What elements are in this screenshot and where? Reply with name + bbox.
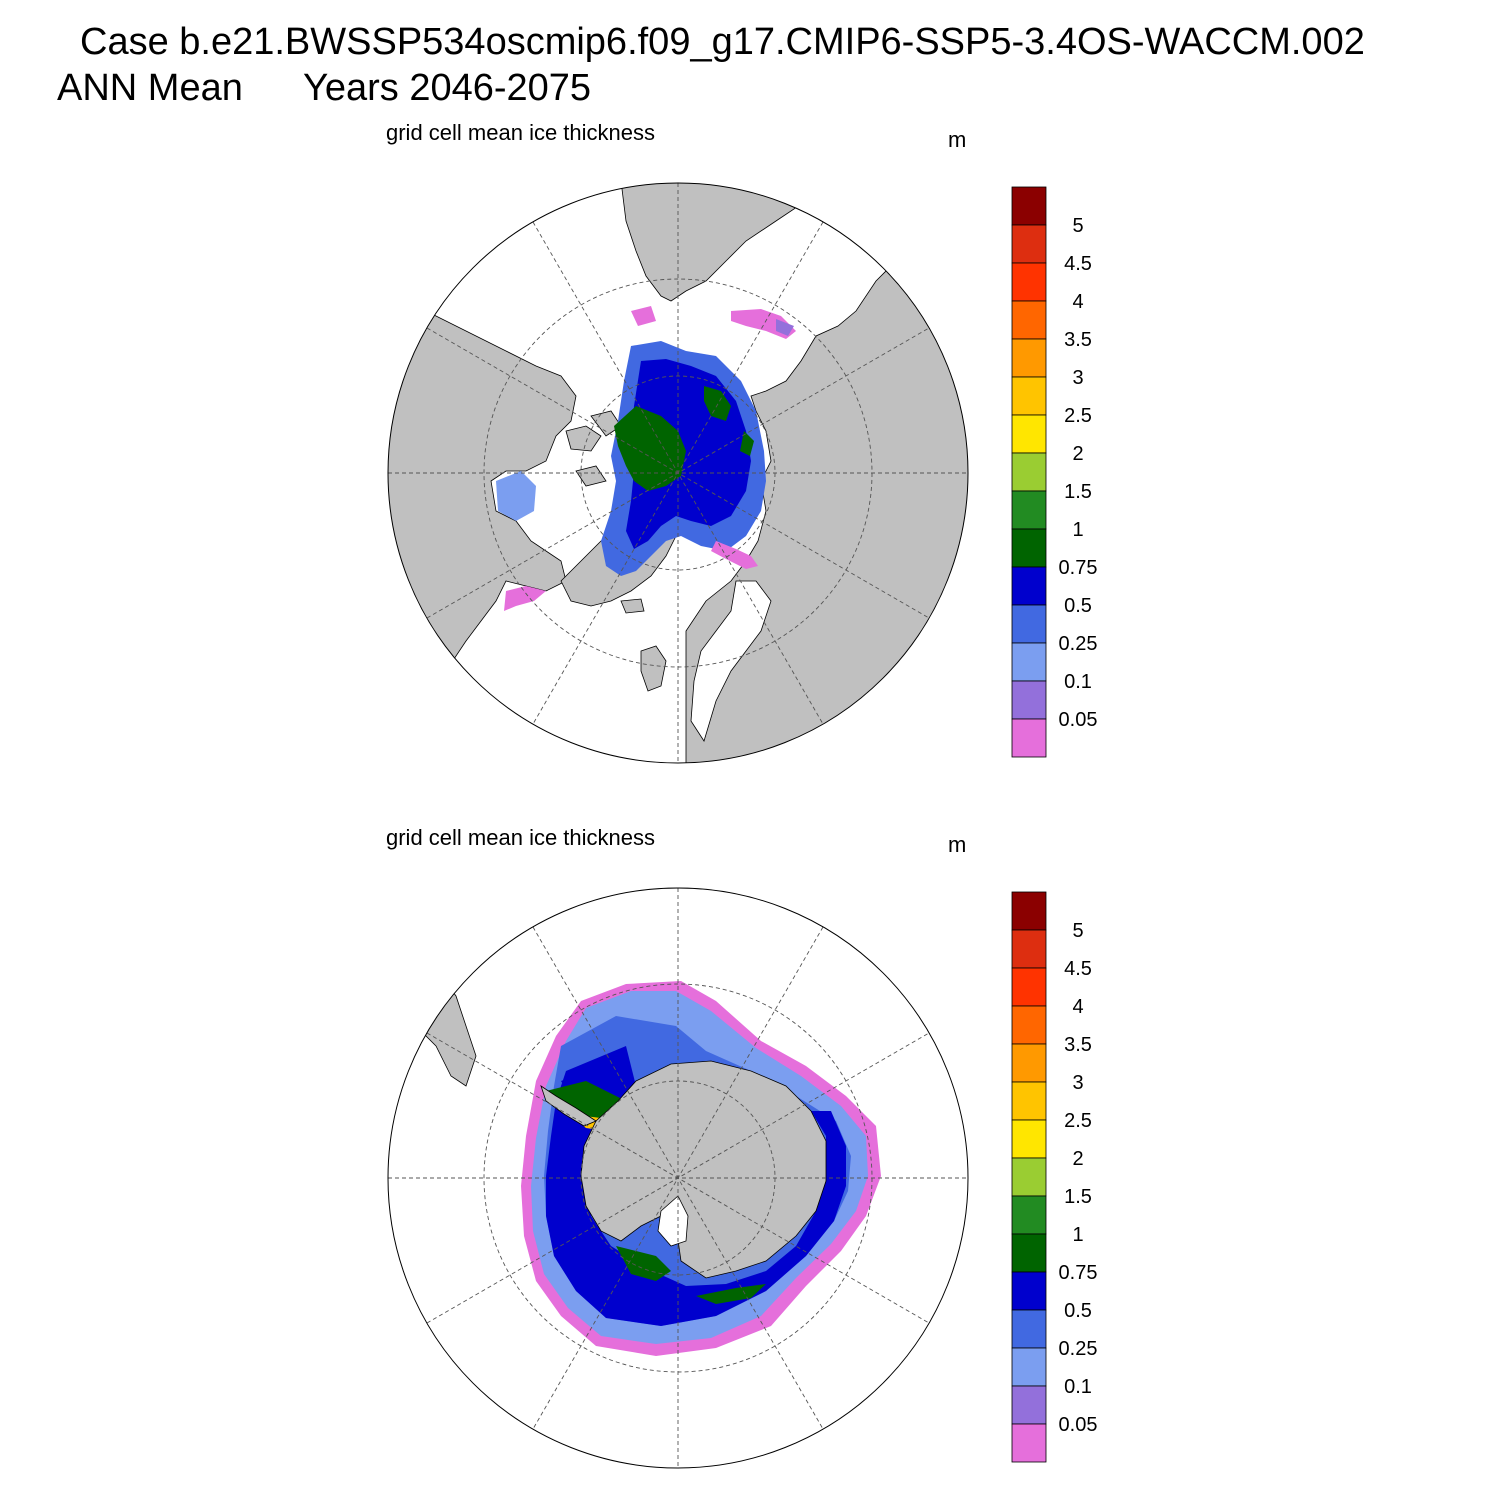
colorbar-tick-label: 2.5 xyxy=(1064,1110,1092,1132)
colorbar-tick-label: 0.25 xyxy=(1059,1338,1098,1360)
colorbar-swatch xyxy=(1011,566,1047,606)
colorbar-swatch xyxy=(1011,929,1047,969)
case-title: Case b.e21.BWSSP534oscmip6.f09_g17.CMIP6… xyxy=(80,21,1365,63)
colorbar-swatch xyxy=(1011,1309,1047,1349)
colorbar-tick-label: 3 xyxy=(1072,1072,1083,1094)
colorbar-tick-label: 1.5 xyxy=(1064,481,1092,503)
colorbar-tick-label: 5 xyxy=(1072,920,1083,942)
colorbar-tick-label: 0.05 xyxy=(1059,709,1098,731)
colorbar-tick-label: 0.1 xyxy=(1064,671,1092,693)
colorbar-tick-label: 3.5 xyxy=(1064,1034,1092,1056)
colorbar-tick-label: 0.5 xyxy=(1064,1300,1092,1322)
colorbar-swatch xyxy=(1011,1043,1047,1083)
colorbar-tick-label: 0.5 xyxy=(1064,595,1092,617)
colorbar-swatch xyxy=(1011,1005,1047,1045)
colorbar-swatch xyxy=(1011,452,1047,492)
north-units-label: m xyxy=(948,127,967,152)
colorbar-swatch xyxy=(1011,300,1047,340)
colorbar-swatch xyxy=(1011,186,1047,226)
colorbar-tick-label: 2.5 xyxy=(1064,405,1092,427)
colorbar-swatch xyxy=(1011,1233,1047,1273)
colorbar-swatch xyxy=(1011,680,1047,720)
colorbar-swatch xyxy=(1011,338,1047,378)
colorbar-tick-label: 1 xyxy=(1072,519,1083,541)
south-map-border xyxy=(387,887,969,1469)
colorbar-tick-label: 3 xyxy=(1072,367,1083,389)
colorbar-tick-label: 4.5 xyxy=(1064,253,1092,275)
colorbar-tick-label: 5 xyxy=(1072,215,1083,237)
colorbar-swatch xyxy=(1011,490,1047,530)
colorbar-tick-label: 0.05 xyxy=(1059,1414,1098,1436)
colorbar-tick-label: 4 xyxy=(1072,996,1083,1018)
north-polar-map xyxy=(387,182,969,764)
colorbar-tick-label: 1.5 xyxy=(1064,1186,1092,1208)
colorbar-swatch xyxy=(1011,376,1047,416)
colorbar-tick-label: 0.1 xyxy=(1064,1376,1092,1398)
north-panel-title: grid cell mean ice thickness xyxy=(386,120,656,145)
colorbar-tick-label: 1 xyxy=(1072,1224,1083,1246)
colorbar-swatch xyxy=(1011,1271,1047,1311)
south-units-label: m xyxy=(948,832,967,857)
colorbar-swatch xyxy=(1011,1081,1047,1121)
north-map-border xyxy=(387,182,969,764)
colorbar-tick-label: 2 xyxy=(1072,443,1083,465)
colorbar-swatch xyxy=(1011,1157,1047,1197)
north-hudson-ice xyxy=(496,471,536,521)
colorbar-swatch xyxy=(1011,718,1047,758)
south-polar-map xyxy=(387,887,969,1469)
north-graticule xyxy=(388,183,968,763)
colorbar-tick-label: 0.75 xyxy=(1059,557,1098,579)
years-title: Years 2046-2075 xyxy=(303,67,592,109)
colorbar-tick-label: 4 xyxy=(1072,291,1083,313)
south-graticule xyxy=(388,888,968,1468)
colorbar-swatch xyxy=(1011,1195,1047,1235)
colorbar-swatch xyxy=(1011,1423,1047,1463)
south-panel-title: grid cell mean ice thickness xyxy=(386,825,656,850)
colorbar-swatch xyxy=(1011,262,1047,302)
colorbar-swatch xyxy=(1011,414,1047,454)
colorbar-tick-label: 0.25 xyxy=(1059,633,1098,655)
colorbar-swatch xyxy=(1011,1119,1047,1159)
colorbar-swatch xyxy=(1011,1347,1047,1387)
colorbar-swatch xyxy=(1011,891,1047,931)
colorbar-swatch xyxy=(1011,224,1047,264)
colorbar-swatch xyxy=(1011,528,1047,568)
colorbar-tick-label: 0.75 xyxy=(1059,1262,1098,1284)
colorbar-tick-label: 2 xyxy=(1072,1148,1083,1170)
colorbar-tick-label: 3.5 xyxy=(1064,329,1092,351)
antarctic-peninsula xyxy=(540,1085,597,1127)
colorbar-tick-label: 4.5 xyxy=(1064,958,1092,980)
south-colorbar: 0.05 0.1 0.25 0.5 0.75 1 1.5 2 2.5 3 3.5 4 4.5 5 xyxy=(1011,891,1098,1463)
period-title: ANN Mean xyxy=(57,67,243,109)
colorbar-swatch xyxy=(1011,604,1047,644)
north-colorbar: 0.05 0.1 0.25 0.5 0.75 1 1.5 2 2.5 3 3.5 4 4.5 5 xyxy=(1011,186,1098,758)
colorbar-swatch xyxy=(1011,1385,1047,1425)
colorbar-swatch xyxy=(1011,967,1047,1007)
colorbar-swatch xyxy=(1011,642,1047,682)
